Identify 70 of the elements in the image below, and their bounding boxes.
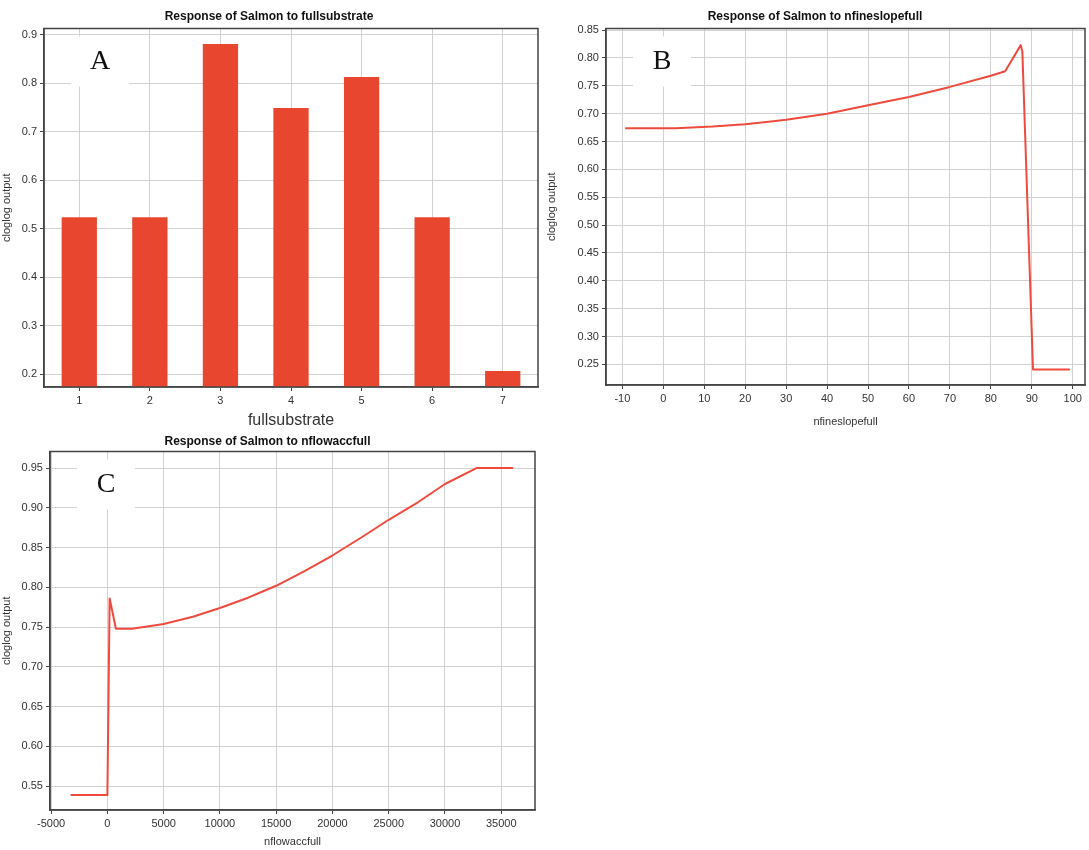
y-tick-label: 0.75 [21, 620, 43, 633]
y-tick-label: 0.75 [577, 78, 599, 91]
y-tick-label: 0.45 [577, 245, 599, 258]
y-tick-label: 0.8 [21, 76, 37, 89]
y-tick-label: 0.60 [21, 739, 43, 752]
x-tick-label: 30 [780, 391, 793, 404]
x-tick-label: 0 [660, 391, 667, 404]
x-tick-label: 2 [146, 393, 153, 406]
x-tick-label: 30000 [429, 816, 461, 829]
y-tick-label: 0.85 [21, 540, 43, 553]
x-tick-label: 3 [217, 393, 224, 406]
x-axis-title: fullsubstrate [247, 410, 335, 428]
y-tick-label: 0.7 [21, 124, 37, 137]
x-tick-label: 7 [499, 393, 506, 406]
chart-title: Response of Salmon to fullsubstrate [164, 8, 374, 23]
annotation: A [89, 43, 111, 75]
x-tick-label: 60 [902, 391, 916, 404]
x-tick-label: 5000 [151, 816, 176, 829]
y-tick-label: 0.25 [577, 357, 599, 370]
x-tick-label: 10000 [204, 816, 236, 829]
annotation: C [96, 466, 116, 498]
x-tick-label: 15000 [260, 816, 292, 829]
y-tick-label: 0.55 [21, 779, 43, 792]
x-tick-label: 70 [943, 391, 957, 404]
x-tick-label: -10 [614, 391, 631, 404]
annotation: B [652, 43, 672, 75]
x-tick-label: -5000 [37, 816, 66, 829]
y-tick-label: 0.65 [21, 699, 43, 712]
x-tick-label: 80 [984, 391, 997, 404]
y-axis-title: cloglog output [544, 172, 557, 241]
x-tick-label: 10 [698, 391, 711, 404]
x-tick-label: 40 [820, 391, 834, 404]
y-tick-label: 0.70 [21, 659, 43, 672]
x-tick-label: 20000 [317, 816, 348, 829]
y-tick-label: 0.35 [577, 301, 599, 314]
y-tick-label: 0.40 [577, 273, 599, 286]
y-tick-label: 0.95 [21, 461, 43, 474]
y-tick-label: 0.50 [577, 218, 599, 231]
x-tick-label: 25000 [373, 816, 405, 829]
y-tick-label: 0.80 [577, 50, 599, 63]
x-tick-label: 6 [429, 393, 436, 406]
chart-title: Response of Salmon to nfineslopefull [707, 8, 923, 23]
y-tick-label: 0.6 [21, 173, 37, 186]
y-tick-label: 0.60 [577, 162, 599, 175]
y-tick-label: 0.70 [577, 106, 599, 119]
y-tick-label: 0.3 [21, 318, 37, 331]
y-axis-title: cloglog output [0, 596, 12, 665]
x-tick-label: 100 [1063, 391, 1082, 404]
x-tick-label: 5 [358, 393, 365, 406]
y-tick-label: 0.30 [577, 329, 599, 342]
x-axis-title: nflowaccfull [264, 835, 321, 848]
y-tick-label: 0.80 [21, 580, 43, 593]
x-tick-label: 1 [76, 393, 83, 406]
x-tick-label: 4 [287, 393, 295, 406]
y-tick-label: 0.2 [21, 367, 37, 380]
x-tick-label: 0 [104, 816, 111, 829]
x-tick-label: 20 [739, 391, 752, 404]
x-tick-label: 35000 [485, 816, 517, 829]
y-tick-label: 0.65 [577, 134, 599, 147]
y-tick-label: 0.55 [577, 190, 599, 203]
y-tick-label: 0.9 [21, 27, 37, 40]
y-tick-label: 0.90 [21, 500, 43, 513]
chart-title: Response of Salmon to nflowaccfull [164, 433, 371, 448]
x-axis-title: nfineslopefull [813, 415, 878, 428]
x-tick-label: 90 [1025, 391, 1038, 404]
y-tick-label: 0.85 [577, 23, 599, 36]
y-tick-label: 0.5 [21, 221, 37, 234]
x-tick-label: 50 [861, 391, 875, 404]
y-tick-label: 0.4 [21, 270, 37, 283]
y-axis-title: cloglog output [0, 173, 12, 242]
